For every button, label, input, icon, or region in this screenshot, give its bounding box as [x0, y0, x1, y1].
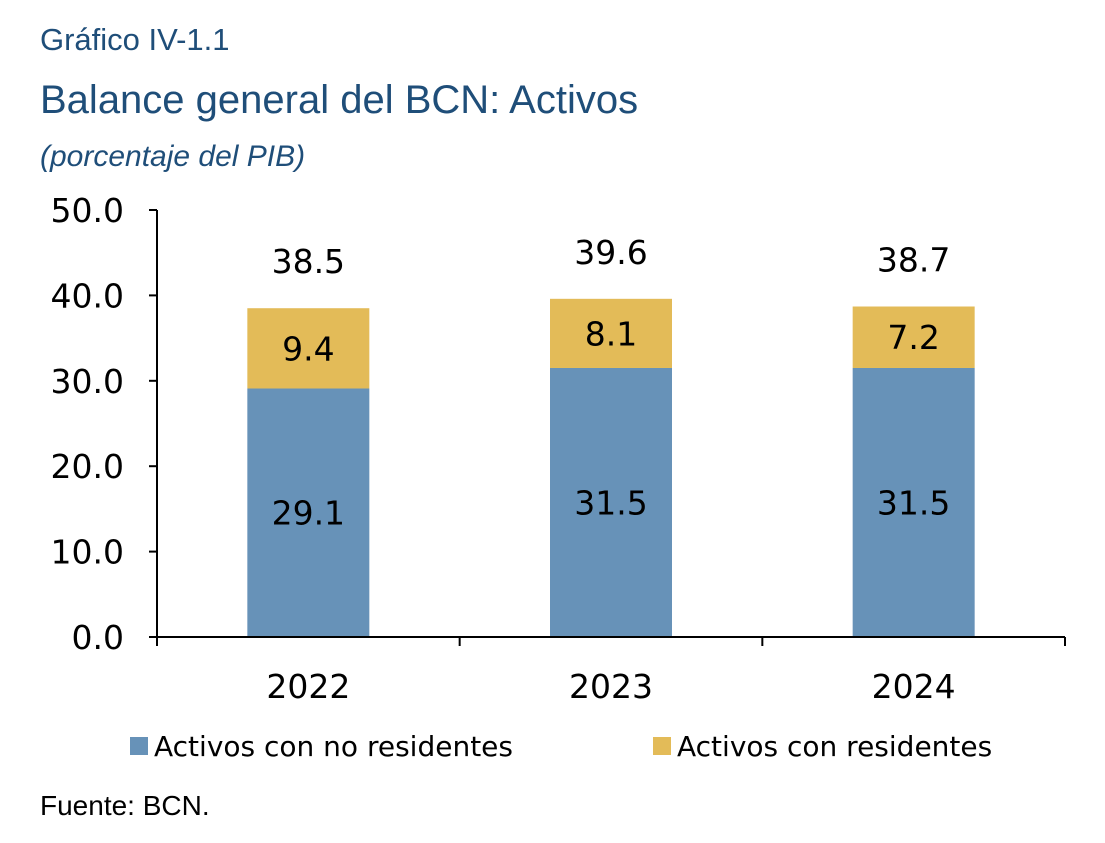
x-tick-label: 2024 — [872, 667, 956, 706]
y-tick-label: 10.0 — [51, 533, 124, 572]
segment-label: 7.2 — [887, 318, 939, 357]
segment-label: 29.1 — [272, 494, 345, 533]
chart-subtitle: (porcentaje del PIB) — [40, 140, 306, 173]
total-label: 39.6 — [574, 233, 647, 272]
bar-segment — [550, 298, 672, 368]
legend-label: Activos con residentes — [677, 730, 992, 763]
y-tick-label: 30.0 — [51, 362, 124, 401]
segment-label: 9.4 — [282, 329, 334, 368]
y-tick-label: 50.0 — [51, 191, 124, 230]
legend-swatch — [130, 737, 148, 755]
bar-segment — [852, 367, 975, 637]
bar-segment — [550, 367, 672, 637]
legend-swatch — [653, 737, 671, 755]
y-tick-label: 20.0 — [51, 447, 124, 486]
chart-title: Balance general del BCN: Activos — [40, 78, 639, 122]
source-note: Fuente: BCN. — [40, 790, 210, 821]
bar-segment — [247, 388, 370, 637]
segment-label: 31.5 — [877, 483, 950, 522]
y-tick-label: 40.0 — [51, 276, 124, 315]
y-tick-label: 0.0 — [72, 618, 124, 657]
bar-segment — [247, 308, 370, 389]
chart-kicker: Gráfico IV-1.1 — [40, 22, 230, 57]
legend-label: Activos con no residentes — [154, 730, 513, 763]
x-tick-label: 2023 — [569, 667, 653, 706]
total-label: 38.7 — [877, 241, 950, 280]
segment-label: 31.5 — [574, 483, 647, 522]
segment-label: 8.1 — [585, 314, 637, 353]
bar-segment — [852, 306, 975, 368]
x-tick-label: 2022 — [266, 667, 350, 706]
total-label: 38.5 — [272, 242, 345, 281]
